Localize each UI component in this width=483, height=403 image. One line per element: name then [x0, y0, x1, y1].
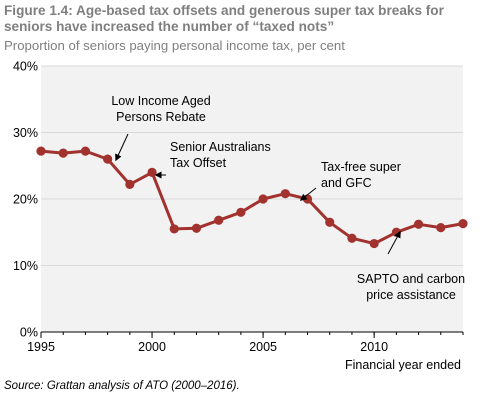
data-point — [58, 148, 68, 158]
annotation-line: Tax Offset — [170, 156, 227, 170]
x-tick-label: 2005 — [249, 340, 277, 354]
annotation-label: Low Income Aged Persons Rebate — [111, 94, 210, 124]
annotations: Low Income Aged Persons Rebate Senior Aust… — [111, 94, 465, 302]
annotation-line: SAPTO and carbon — [357, 272, 465, 286]
annotation-line: Persons Rebate — [116, 110, 206, 124]
annotation-arrow — [115, 133, 129, 162]
data-point — [369, 238, 379, 249]
x-tick-label: 2010 — [360, 340, 388, 354]
y-tick-label: 0% — [20, 326, 38, 340]
figure-subtitle: Proportion of seniors paying personal in… — [4, 38, 345, 53]
data-point — [191, 223, 202, 233]
annotation-arrow — [387, 230, 401, 255]
data-point — [236, 207, 246, 217]
figure-source: Source: Grattan analysis of ATO (2000–20… — [4, 380, 240, 392]
data-point — [103, 154, 113, 164]
data-point — [80, 146, 91, 156]
data-point — [413, 219, 424, 229]
data-point — [36, 146, 46, 156]
y-tick-label: 10% — [13, 259, 38, 273]
data-point — [347, 233, 357, 243]
figure-title: Figure 1.4: Age-based tax offsets and ge… — [4, 3, 444, 34]
y-tick-label: 40% — [13, 60, 38, 74]
y-tick-label: 30% — [13, 126, 38, 140]
annotation-line: Low Income Aged — [111, 94, 210, 108]
annotation-label: Tax-free super and GFC — [321, 160, 401, 190]
data-point — [147, 167, 157, 177]
y-tick-label: 20% — [13, 193, 38, 207]
data-point — [125, 179, 135, 189]
x-tick-label: 1995 — [27, 340, 55, 354]
data-point — [325, 217, 335, 227]
annotation-line: Tax-free super — [321, 160, 401, 174]
data-point — [280, 189, 290, 199]
annotation-label: Senior Australians Tax Offset — [170, 140, 271, 170]
grid-lines — [41, 65, 463, 266]
data-point — [214, 215, 224, 225]
data-point — [436, 222, 446, 233]
data-point — [258, 194, 268, 204]
data-point — [169, 224, 179, 234]
data-point — [458, 219, 468, 229]
x-axis-title: Financial year ended — [345, 358, 461, 372]
annotation-label: SAPTO and carbon price assistance — [357, 272, 465, 302]
annotation-line: and GFC — [321, 176, 372, 190]
data-point — [302, 194, 313, 204]
x-tick-label: 2000 — [138, 340, 166, 354]
annotation-line: Senior Australians — [170, 140, 271, 154]
data-series — [36, 146, 468, 249]
annotation-arrow — [299, 187, 317, 201]
axes: 0% 10% 20% 30% 40% 1995 2000 2005 2010 Financial … — [13, 60, 464, 372]
annotation-line: price assistance — [366, 288, 456, 302]
